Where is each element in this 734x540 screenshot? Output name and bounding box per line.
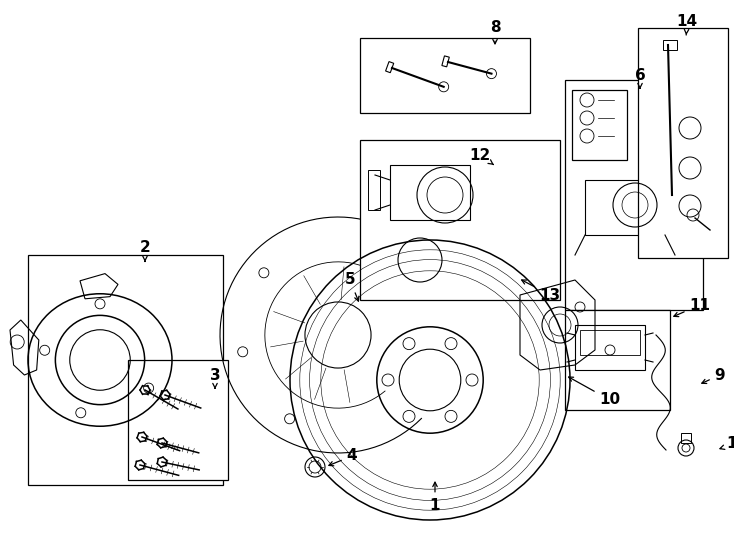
Bar bbox=[128, 360, 228, 480]
Text: 8: 8 bbox=[490, 21, 501, 44]
Bar bbox=[638, 28, 728, 258]
Text: 5: 5 bbox=[345, 273, 359, 301]
Bar bbox=[28, 255, 223, 485]
Text: 1: 1 bbox=[429, 482, 440, 512]
Bar bbox=[663, 40, 677, 50]
Text: 6: 6 bbox=[635, 68, 645, 89]
Bar bbox=[565, 310, 670, 410]
Bar bbox=[681, 433, 691, 443]
Text: 3: 3 bbox=[210, 368, 220, 388]
Text: 10: 10 bbox=[569, 377, 620, 408]
Bar bbox=[368, 170, 380, 210]
Text: 14: 14 bbox=[677, 15, 697, 35]
Bar bbox=[565, 80, 703, 310]
Text: 2: 2 bbox=[139, 240, 150, 261]
Bar bbox=[580, 330, 640, 355]
Text: 7: 7 bbox=[0, 539, 1, 540]
Bar bbox=[585, 180, 665, 235]
Bar bbox=[360, 38, 530, 113]
Bar bbox=[360, 140, 560, 300]
Bar bbox=[572, 90, 627, 160]
Bar bbox=[390, 165, 470, 220]
Text: 9: 9 bbox=[702, 368, 725, 383]
Text: 13: 13 bbox=[522, 280, 561, 302]
Bar bbox=[575, 325, 645, 370]
Text: 11: 11 bbox=[674, 298, 711, 316]
Text: 12: 12 bbox=[469, 147, 493, 165]
Text: 4: 4 bbox=[329, 449, 357, 466]
Text: 15: 15 bbox=[720, 435, 734, 450]
